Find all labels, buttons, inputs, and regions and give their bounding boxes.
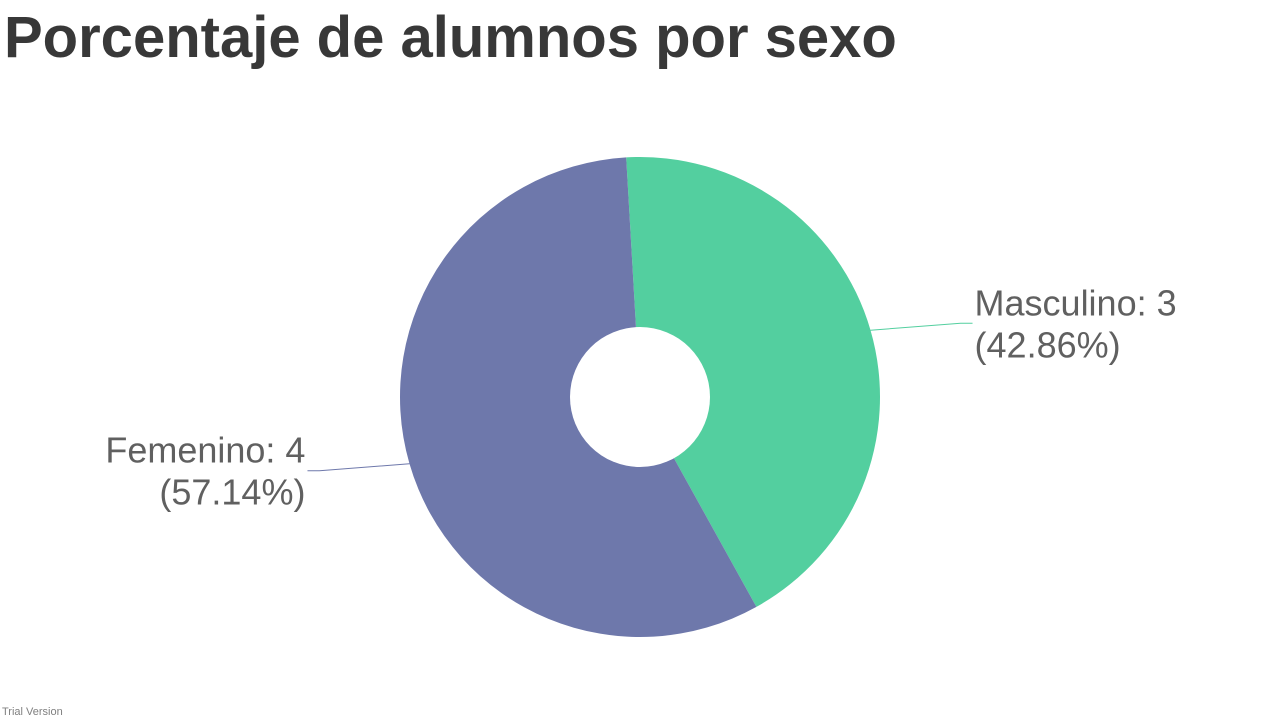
slice-label-masculino: Masculino: 3 (42.86%) <box>975 282 1177 365</box>
chart-title: Porcentaje de alumnos por sexo <box>4 5 897 70</box>
labels-layer: Masculino: 3 (42.86%) Femenino: 4 (57.14%) <box>105 282 1176 512</box>
slice-label-femenino: Femenino: 4 (57.14%) <box>105 430 305 513</box>
watermark-text: Trial Version <box>2 706 63 718</box>
donut-hole-layer <box>570 327 710 467</box>
leader-line-masculino <box>870 322 973 331</box>
pie-slice-masculino <box>626 157 880 607</box>
leader-line-femenino <box>307 463 410 472</box>
donut-hole <box>570 327 710 467</box>
